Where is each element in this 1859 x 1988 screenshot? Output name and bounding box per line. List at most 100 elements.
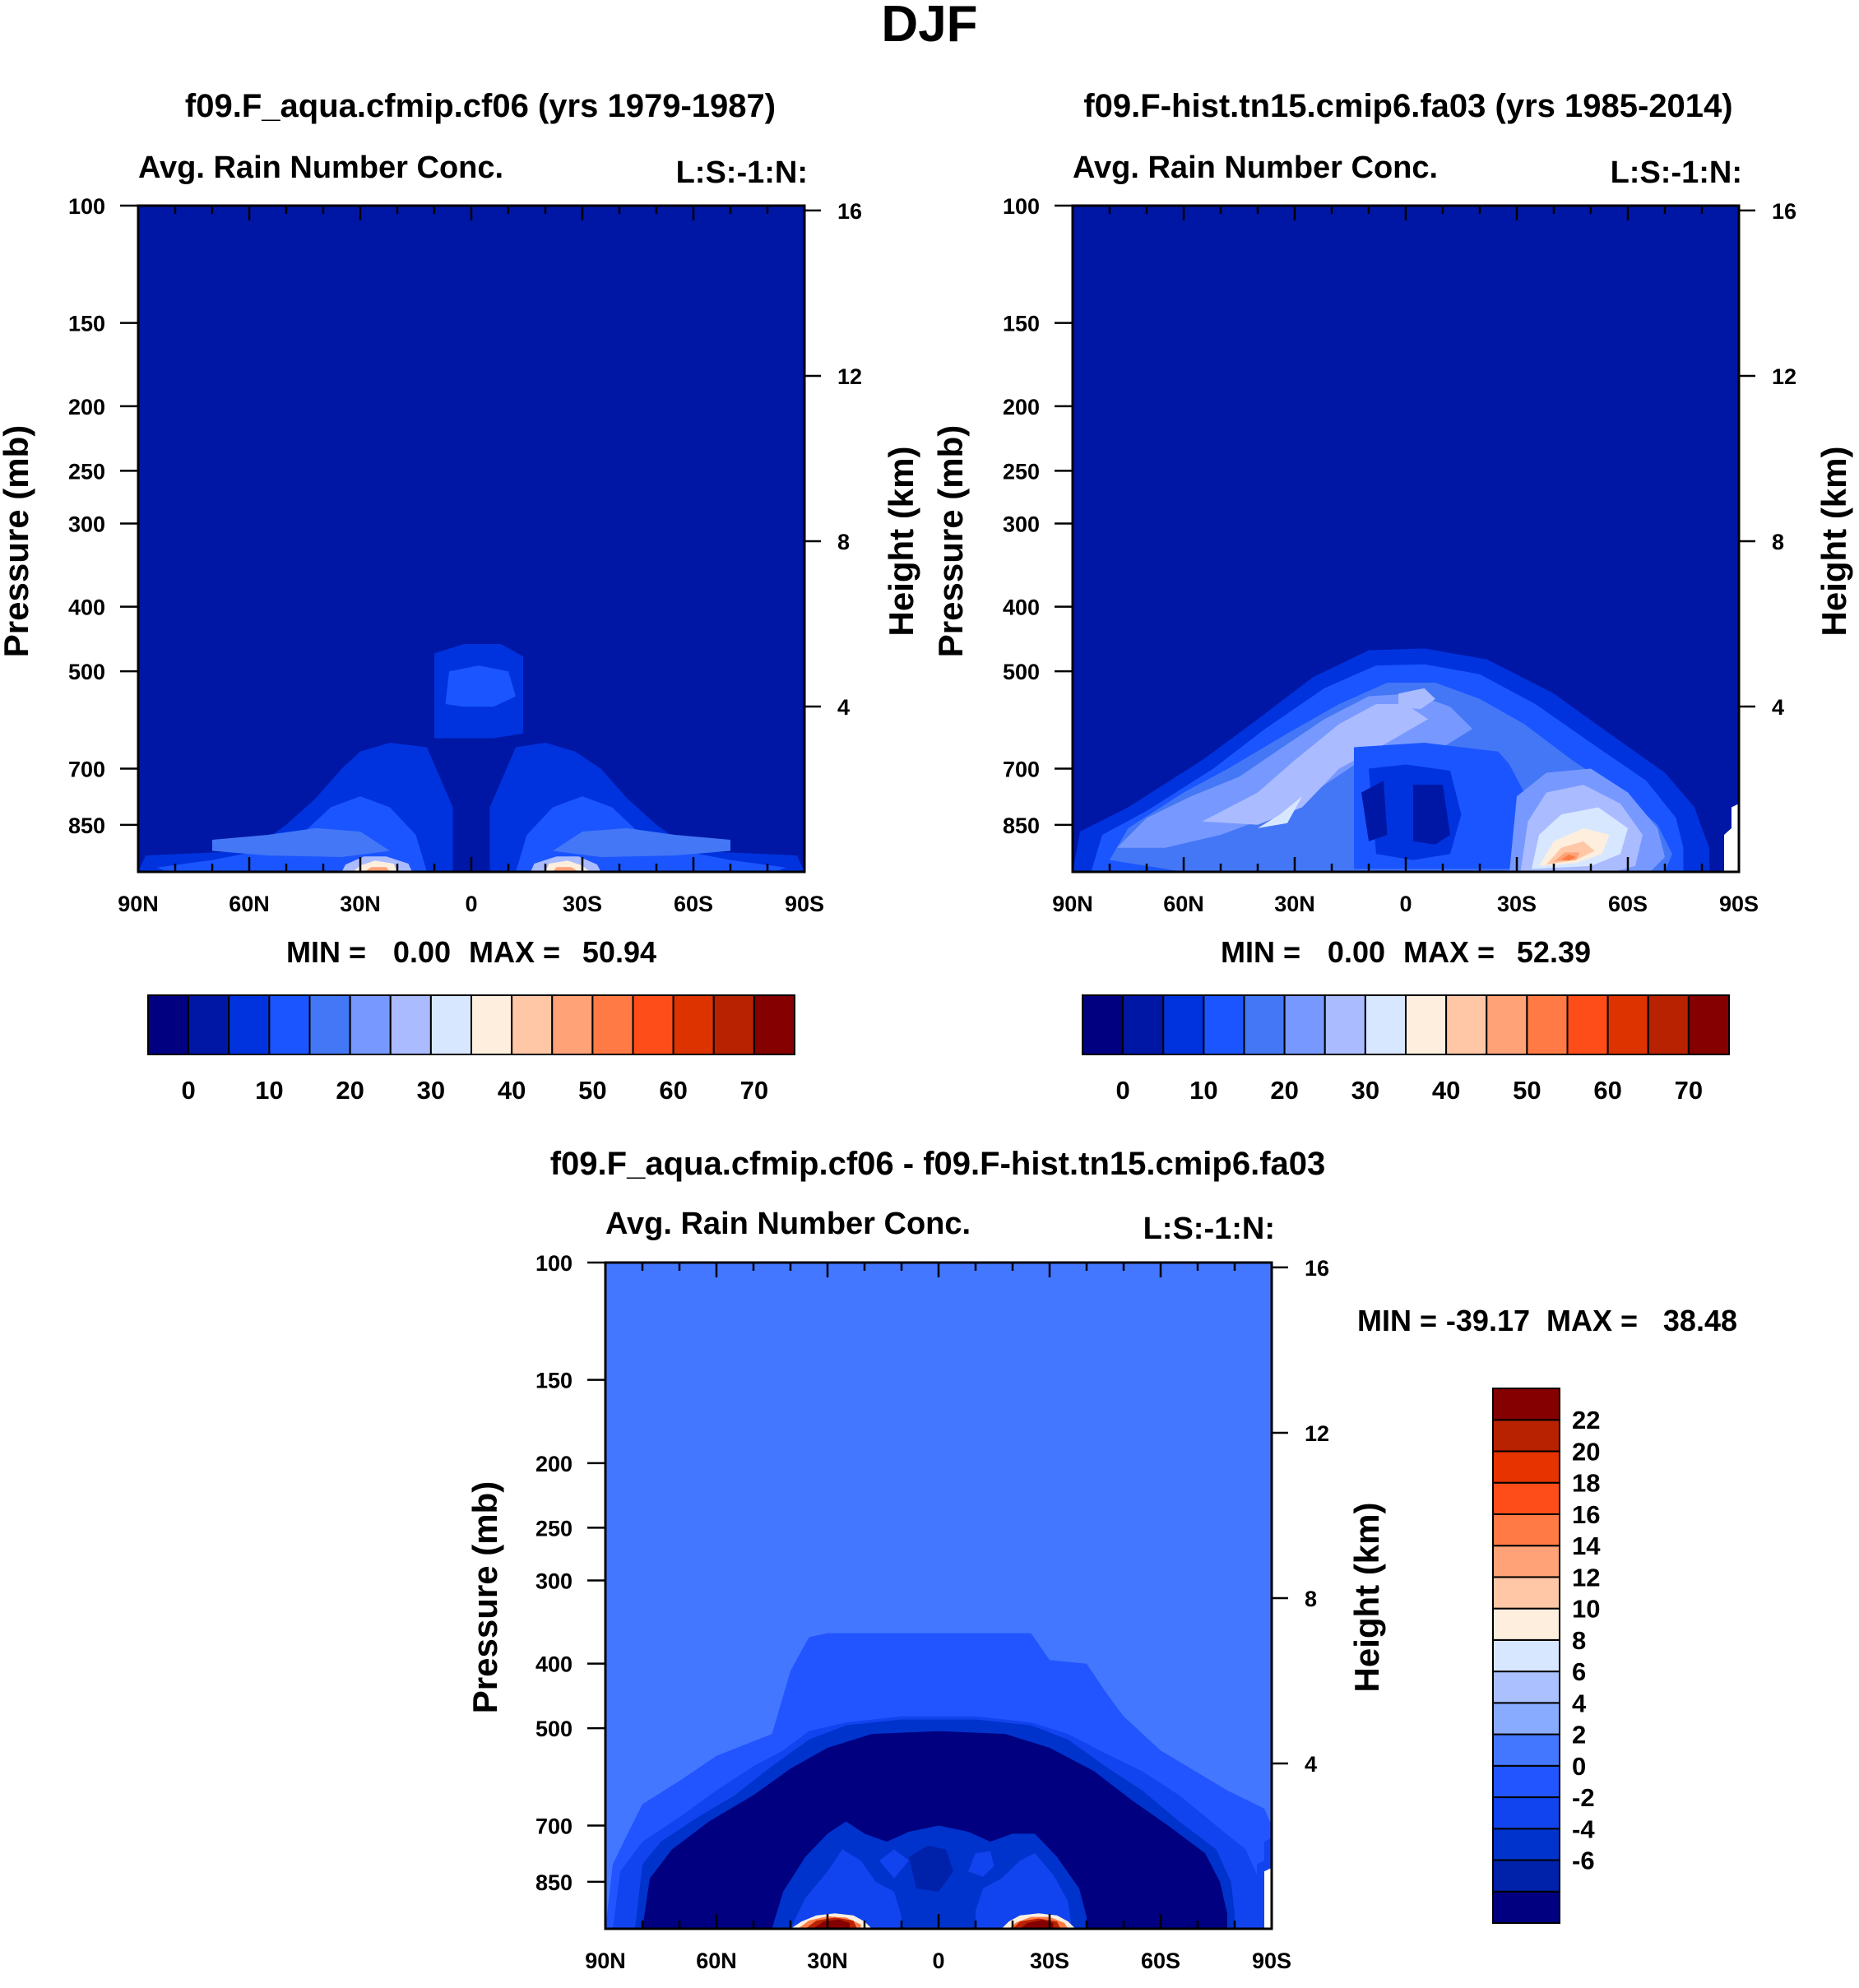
figure-title: DJF — [881, 0, 977, 53]
y-axis-label: Pressure (mb) — [0, 425, 35, 657]
min-label: MIN = — [1221, 935, 1300, 969]
colorbar-swatch — [1492, 1607, 1560, 1641]
colorbar: 0 10 20 30 40 50 60 70 — [147, 994, 795, 1105]
y-right-tick-label: 16 — [1305, 1256, 1329, 1281]
contour-region — [790, 1849, 902, 1929]
y-tick-label: 100 — [68, 194, 105, 219]
scale-label: L:S:-1:N: — [1143, 1212, 1275, 1246]
y-tick-label: 200 — [535, 1452, 573, 1476]
x-tick-label: 0 — [465, 892, 477, 916]
colorbar-label: 0 — [182, 1076, 196, 1105]
colorbar-label: 40 — [498, 1076, 526, 1105]
y-tick-label: 500 — [1003, 660, 1040, 684]
colorbar-swatch — [471, 994, 513, 1055]
y-tick-label: 850 — [535, 1870, 573, 1895]
colorbar-swatch — [551, 994, 594, 1055]
contour-region — [1413, 785, 1450, 845]
y-tick-label: 700 — [68, 758, 105, 782]
y-tick-label: 250 — [1003, 459, 1040, 484]
x-tick-label: 30N — [340, 892, 381, 916]
colorbar-label: 30 — [417, 1076, 445, 1105]
x-tick-label: 60S — [1141, 1949, 1180, 1973]
colorbar-swatch — [632, 994, 675, 1055]
colorbar-swatch — [1492, 1764, 1560, 1799]
panel-cf06: f09.F_aqua.cfmip.cf06 (yrs 1979-1987) Av… — [0, 88, 920, 1105]
colorbar-label: 60 — [659, 1076, 687, 1105]
y-right-tick-label: 12 — [1772, 364, 1796, 389]
x-tick-label: 60N — [229, 892, 270, 916]
panel-title: f09.F_aqua.cfmip.cf06 (yrs 1979-1987) — [185, 88, 776, 124]
y-tick-label: 300 — [1003, 512, 1040, 536]
y-tick-label: 200 — [1003, 395, 1040, 419]
x-tick-label: 30N — [807, 1949, 848, 1973]
colorbar-swatch — [1606, 994, 1649, 1055]
y-tick-label: 300 — [68, 512, 105, 536]
x-tick-label: 60S — [674, 892, 713, 916]
colorbar-swatch — [1243, 994, 1286, 1055]
y-right-tick-label: 8 — [837, 530, 850, 554]
colorbar-label: 50 — [1513, 1076, 1541, 1105]
contour-region — [1361, 781, 1388, 841]
colorbar-swatch — [1492, 1828, 1560, 1861]
y-tick-label: 400 — [1003, 595, 1040, 620]
y-axis-right-label: Height (km) — [1347, 1503, 1386, 1693]
y-tick-label: 850 — [68, 813, 105, 838]
colorbar-label: -6 — [1572, 1847, 1595, 1875]
max-label: MAX = — [1403, 935, 1495, 969]
colorbar-label: 10 — [1572, 1595, 1600, 1624]
y-tick-label: 400 — [535, 1652, 573, 1677]
colorbar-swatch — [753, 994, 795, 1055]
y-axis-label: Pressure (mb) — [466, 1481, 504, 1713]
contour-region — [1561, 855, 1576, 861]
y-right-tick-label: 12 — [1305, 1421, 1329, 1446]
x-tick-label: 90S — [1719, 892, 1759, 916]
colorbar-label: 12 — [1572, 1563, 1600, 1592]
y-axis-right-label: Height (km) — [882, 447, 920, 637]
contour-fill — [605, 1633, 1272, 1929]
contour-region — [1202, 704, 1428, 825]
y-axis-label: Pressure (mb) — [931, 425, 970, 657]
field-label: Avg. Rain Number Conc. — [1073, 151, 1438, 185]
field-label: Avg. Rain Number Conc. — [605, 1207, 971, 1241]
y-tick-label: 300 — [535, 1569, 573, 1593]
y-right-tick-label: 16 — [1772, 199, 1796, 224]
colorbar-label: 6 — [1572, 1657, 1586, 1686]
y-tick-label: 250 — [68, 459, 105, 484]
colorbar-swatch — [591, 994, 634, 1055]
colorbar-swatch — [1492, 1671, 1560, 1704]
scale-label: L:S:-1:N: — [676, 155, 808, 190]
y-right-tick-label: 4 — [1772, 695, 1784, 720]
colorbar-swatch — [1492, 1733, 1560, 1767]
colorbar-label: 10 — [1189, 1076, 1217, 1105]
colorbar-swatch — [1162, 994, 1205, 1055]
x-tick-label: 0 — [1399, 892, 1412, 916]
colorbar-swatch — [188, 994, 230, 1055]
colorbar-label: 0 — [1572, 1752, 1586, 1781]
min-max-readout: MIN = -39.17 MAX = 38.48 — [1357, 1304, 1737, 1337]
y-right-tick-label: 8 — [1772, 530, 1784, 554]
contour-region — [445, 665, 516, 707]
colorbar-swatch — [1492, 1545, 1560, 1578]
colorbar-swatch — [228, 994, 271, 1055]
y-right-tick-label: 12 — [837, 364, 862, 389]
contour-region — [212, 827, 390, 857]
colorbar-label: 0 — [1116, 1076, 1130, 1105]
colorbar-swatch — [1492, 1450, 1560, 1484]
colorbar-swatch — [1283, 994, 1326, 1055]
contour-region — [1258, 796, 1302, 828]
colorbar-swatch — [1203, 994, 1245, 1055]
y-axis-right-label: Height (km) — [1815, 447, 1853, 637]
colorbar-swatch — [1492, 1481, 1560, 1515]
y-axis-right: 16 12 8 4 — [1739, 199, 1796, 720]
colorbar-swatch — [1492, 1702, 1560, 1735]
min-label: MIN = — [1357, 1304, 1437, 1337]
min-value: -39.17 — [1446, 1304, 1530, 1337]
max-value: 38.48 — [1663, 1304, 1737, 1337]
colorbar-swatch — [1647, 994, 1690, 1055]
x-tick-label: 90N — [1052, 892, 1093, 916]
colorbar-label: 10 — [255, 1076, 283, 1105]
min-value: 0.00 — [393, 935, 451, 969]
contour-region — [813, 1919, 850, 1929]
